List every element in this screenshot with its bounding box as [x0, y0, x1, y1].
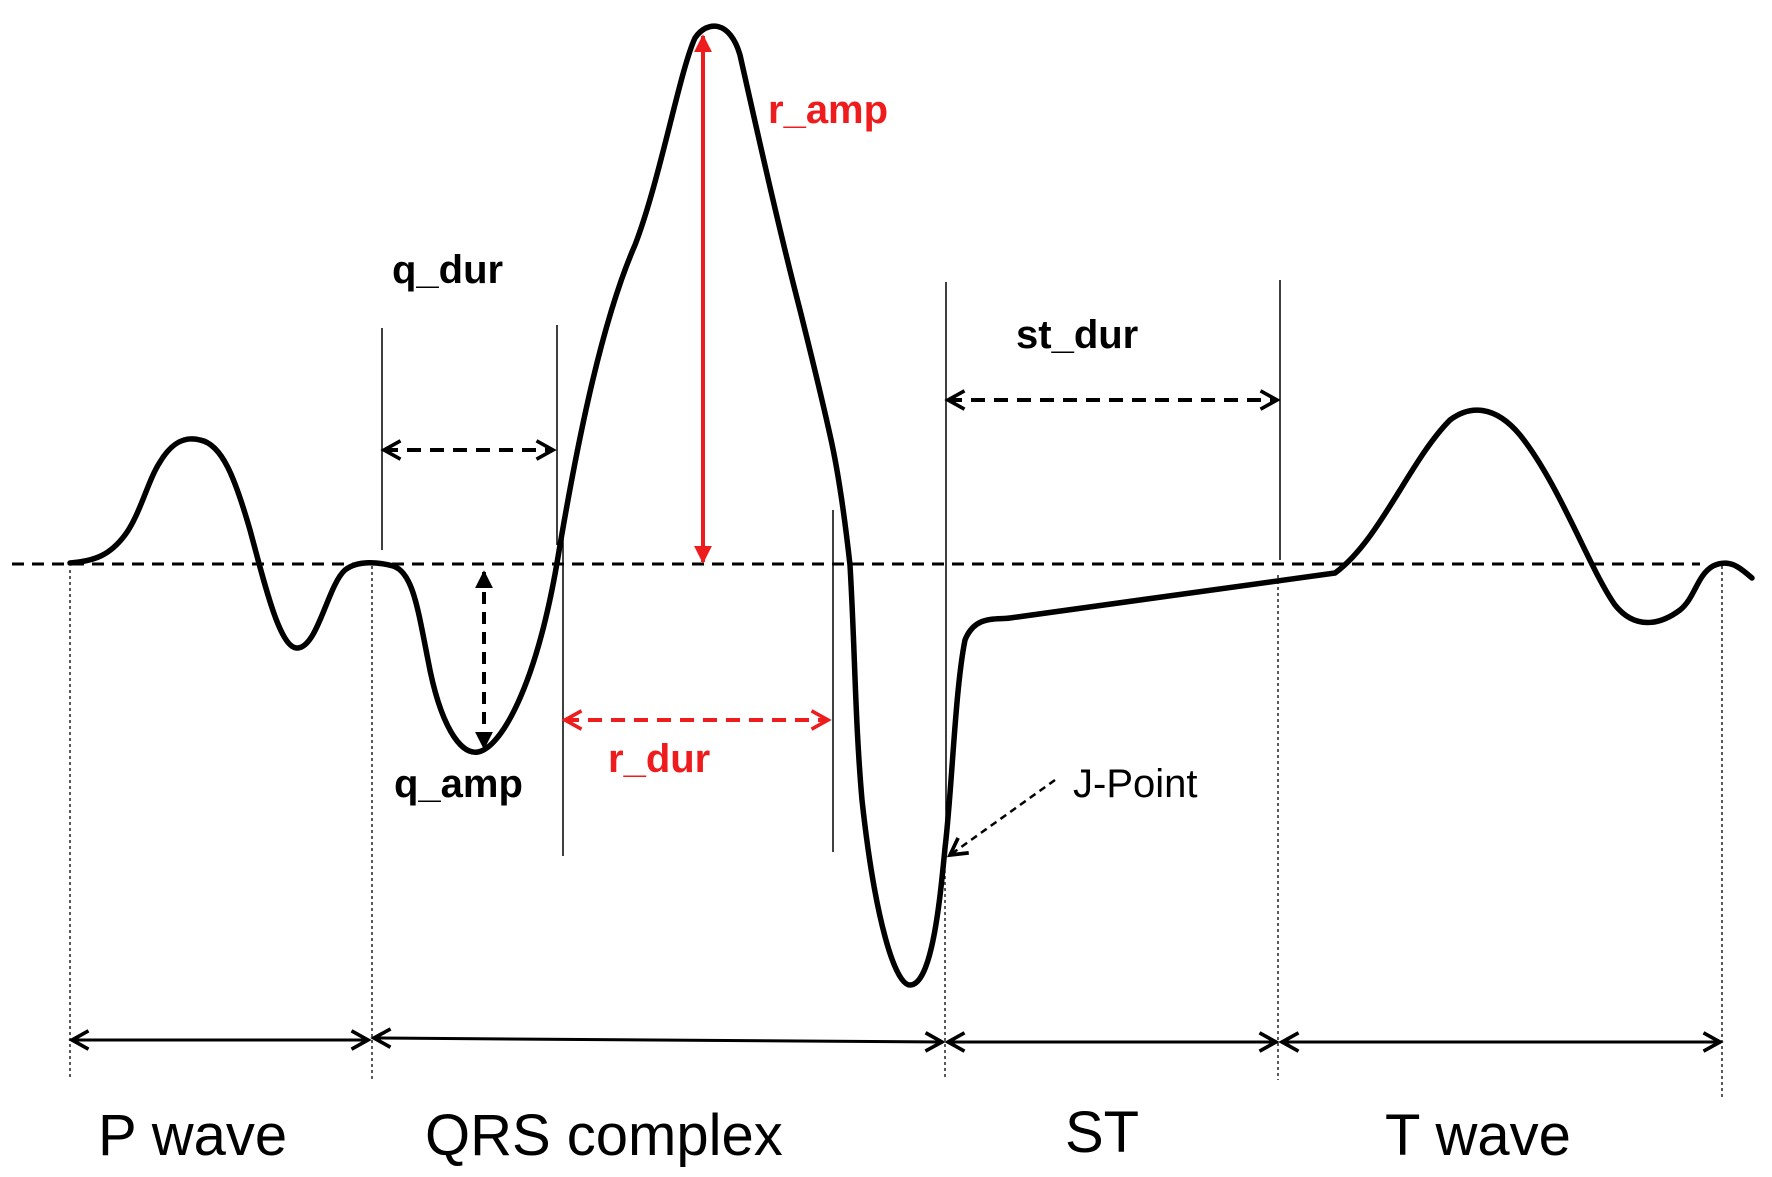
- ecg-waveform: [67, 23, 1755, 988]
- q-dur-label: q_dur: [392, 248, 503, 292]
- j-point-pointer: [950, 778, 1056, 855]
- q-amp-label: q_amp: [394, 762, 523, 806]
- st-dur-label: st_dur: [1016, 313, 1138, 357]
- segment-boundaries: [69, 566, 1723, 1100]
- qrs-complex-label: QRS complex: [425, 1103, 783, 1168]
- j-point-label: J-Point: [1073, 762, 1198, 806]
- t-wave-label: T wave: [1385, 1103, 1571, 1168]
- p-wave-label: P wave: [98, 1103, 287, 1168]
- measurement-guides: [381, 280, 1281, 856]
- st-label: ST: [1065, 1100, 1139, 1165]
- qrs-complex-arrow: [374, 1038, 942, 1042]
- segment-arrows: [72, 1038, 1720, 1042]
- r-amp-label: r_amp: [768, 88, 888, 132]
- r-dur-label: r_dur: [608, 737, 710, 781]
